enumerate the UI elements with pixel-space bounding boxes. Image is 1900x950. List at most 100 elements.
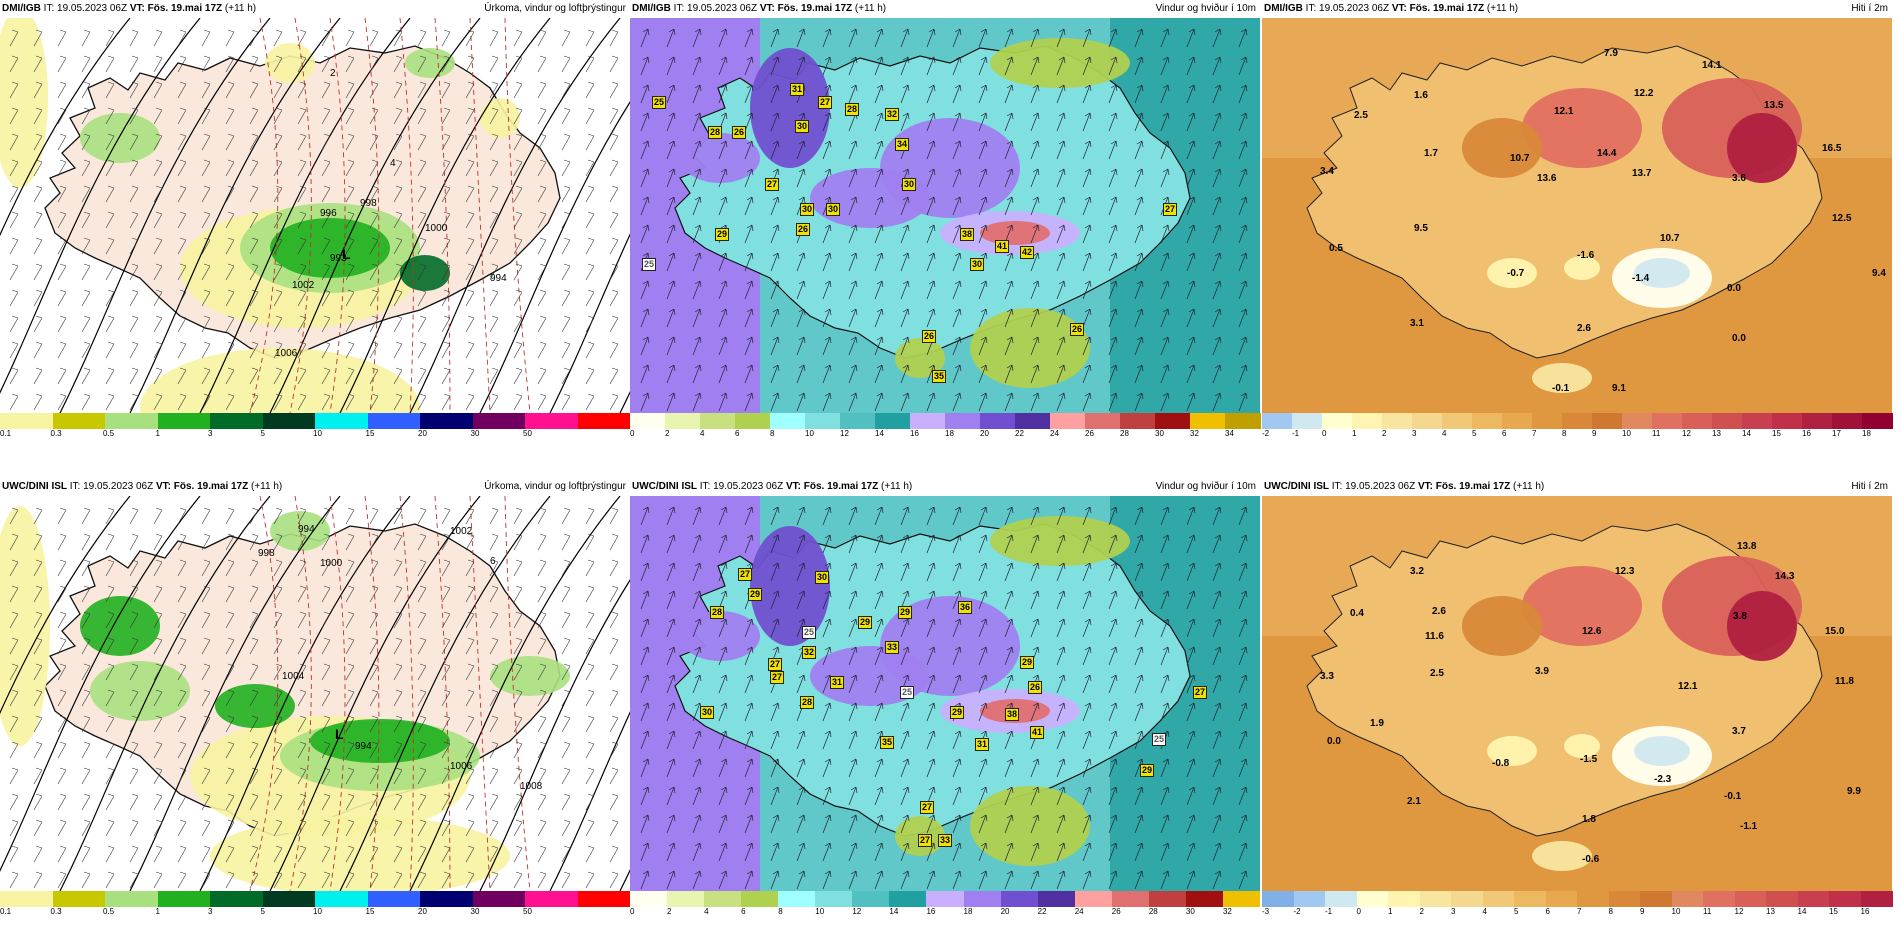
- wind-barb: [225, 689, 235, 707]
- map-svg: [1262, 496, 1892, 891]
- wind-arrow: [1134, 702, 1144, 722]
- wind-arrow: [1212, 308, 1222, 328]
- wind-arrow: [1134, 84, 1144, 104]
- wind-arrow: [640, 730, 650, 750]
- wind-arrow: [1238, 730, 1248, 750]
- wind-barb: [465, 107, 475, 125]
- wind-arrow: [952, 814, 962, 834]
- isobar: [199, 496, 411, 891]
- wind-barb: [9, 663, 19, 681]
- wind-barb: [201, 55, 211, 73]
- precip-area: [265, 43, 315, 83]
- wind-barb: [345, 845, 355, 863]
- wind-arrow: [1160, 506, 1170, 526]
- wind-arrow: [1212, 814, 1222, 834]
- gust-label: 41: [1030, 726, 1045, 739]
- colorbar-tick-label: 13: [1766, 907, 1775, 916]
- map-svg: [0, 496, 630, 891]
- wind-arrow: [1160, 674, 1170, 694]
- wind-barb: [177, 741, 187, 759]
- wind-arrow: [926, 196, 936, 216]
- colorbar-tick-label: 7: [1532, 429, 1537, 438]
- wind-arrow: [952, 562, 962, 582]
- wind-arrow: [796, 870, 806, 890]
- colorbar-tick-label: -2: [1262, 429, 1270, 438]
- wind-arrow: [978, 590, 988, 610]
- isobar: [129, 496, 341, 891]
- wind-barb: [393, 29, 403, 47]
- wind-arrow: [1056, 252, 1066, 272]
- precip-area: [0, 18, 48, 188]
- wind-arrow: [848, 702, 858, 722]
- wind-barb: [129, 133, 139, 151]
- wind-arrow: [692, 112, 702, 132]
- wind-barb: [513, 133, 523, 151]
- panel-header: DMI/IGB IT: 19.05.2023 06Z VT: Fös. 19.m…: [1262, 0, 1892, 18]
- wind-barb: [513, 211, 523, 229]
- colorbar-swatch: [52, 891, 106, 907]
- wind-barb: [393, 107, 403, 125]
- wind-arrow: [1212, 562, 1222, 582]
- model-source: DMI/IGB: [632, 3, 671, 14]
- wind-barb: [33, 663, 43, 681]
- wind-barb: [393, 159, 403, 177]
- wind-barb: [561, 715, 571, 733]
- pressure-label: 1006: [450, 761, 473, 772]
- wind-barb: [33, 871, 43, 889]
- wind-arrow: [744, 814, 754, 834]
- wind-barb: [417, 263, 427, 281]
- wind-barb: [105, 845, 115, 863]
- wind-barb: [9, 237, 19, 255]
- wind-barb: [369, 263, 379, 281]
- colorbar: [630, 413, 1261, 429]
- wind-arrow: [1212, 140, 1222, 160]
- wind-arrow: [874, 308, 884, 328]
- wind-barb: [225, 237, 235, 255]
- gust-label: 29: [950, 706, 965, 719]
- wind-arrow: [926, 252, 936, 272]
- wind-barb: [81, 559, 91, 577]
- wind-barb: [9, 585, 19, 603]
- wind-barb: [465, 341, 475, 359]
- wind-barb: [609, 81, 619, 99]
- wind-barb: [297, 845, 307, 863]
- wind-barb: [81, 81, 91, 99]
- wind-barb: [57, 819, 67, 837]
- wind-arrow: [822, 140, 832, 160]
- wind-barb: [105, 689, 115, 707]
- wind-barb: [537, 819, 547, 837]
- wind-barb: [345, 637, 355, 655]
- wind-barb: [321, 55, 331, 73]
- wind-barb: [153, 793, 163, 811]
- wind-barb: [201, 845, 211, 863]
- colorbar-swatch: [1085, 413, 1121, 429]
- wind-barb: [81, 159, 91, 177]
- wind-barb: [609, 29, 619, 47]
- colorbar-tick-label: 2: [1382, 429, 1387, 438]
- wind-arrow: [718, 252, 728, 272]
- colorbar-tick-label: 0.3: [50, 907, 62, 916]
- wind-arrow: [1238, 28, 1248, 48]
- wind-barb: [417, 81, 427, 99]
- wind-arrow: [796, 590, 806, 610]
- wind-arrow: [1160, 140, 1170, 160]
- wind-barb: [417, 289, 427, 307]
- temperature-contour: [364, 496, 380, 891]
- wind-barb: [489, 507, 499, 525]
- wind-barb: [9, 793, 19, 811]
- wind-arrow: [1004, 562, 1014, 582]
- wind-barb: [585, 159, 595, 177]
- wind-barb: [609, 845, 619, 863]
- temperature-area: [1522, 566, 1642, 646]
- wind-barb: [225, 107, 235, 125]
- wind-barb: [393, 315, 403, 333]
- wind-barb: [513, 793, 523, 811]
- wind-barb: [321, 237, 331, 255]
- wind-barb: [441, 585, 451, 603]
- wind-barb: [537, 159, 547, 177]
- wind-arrow: [848, 364, 858, 384]
- wind-barb: [129, 159, 139, 177]
- wind-arrow: [978, 842, 988, 862]
- wind-barb: [369, 289, 379, 307]
- temperature-label: -0.1: [1552, 383, 1570, 394]
